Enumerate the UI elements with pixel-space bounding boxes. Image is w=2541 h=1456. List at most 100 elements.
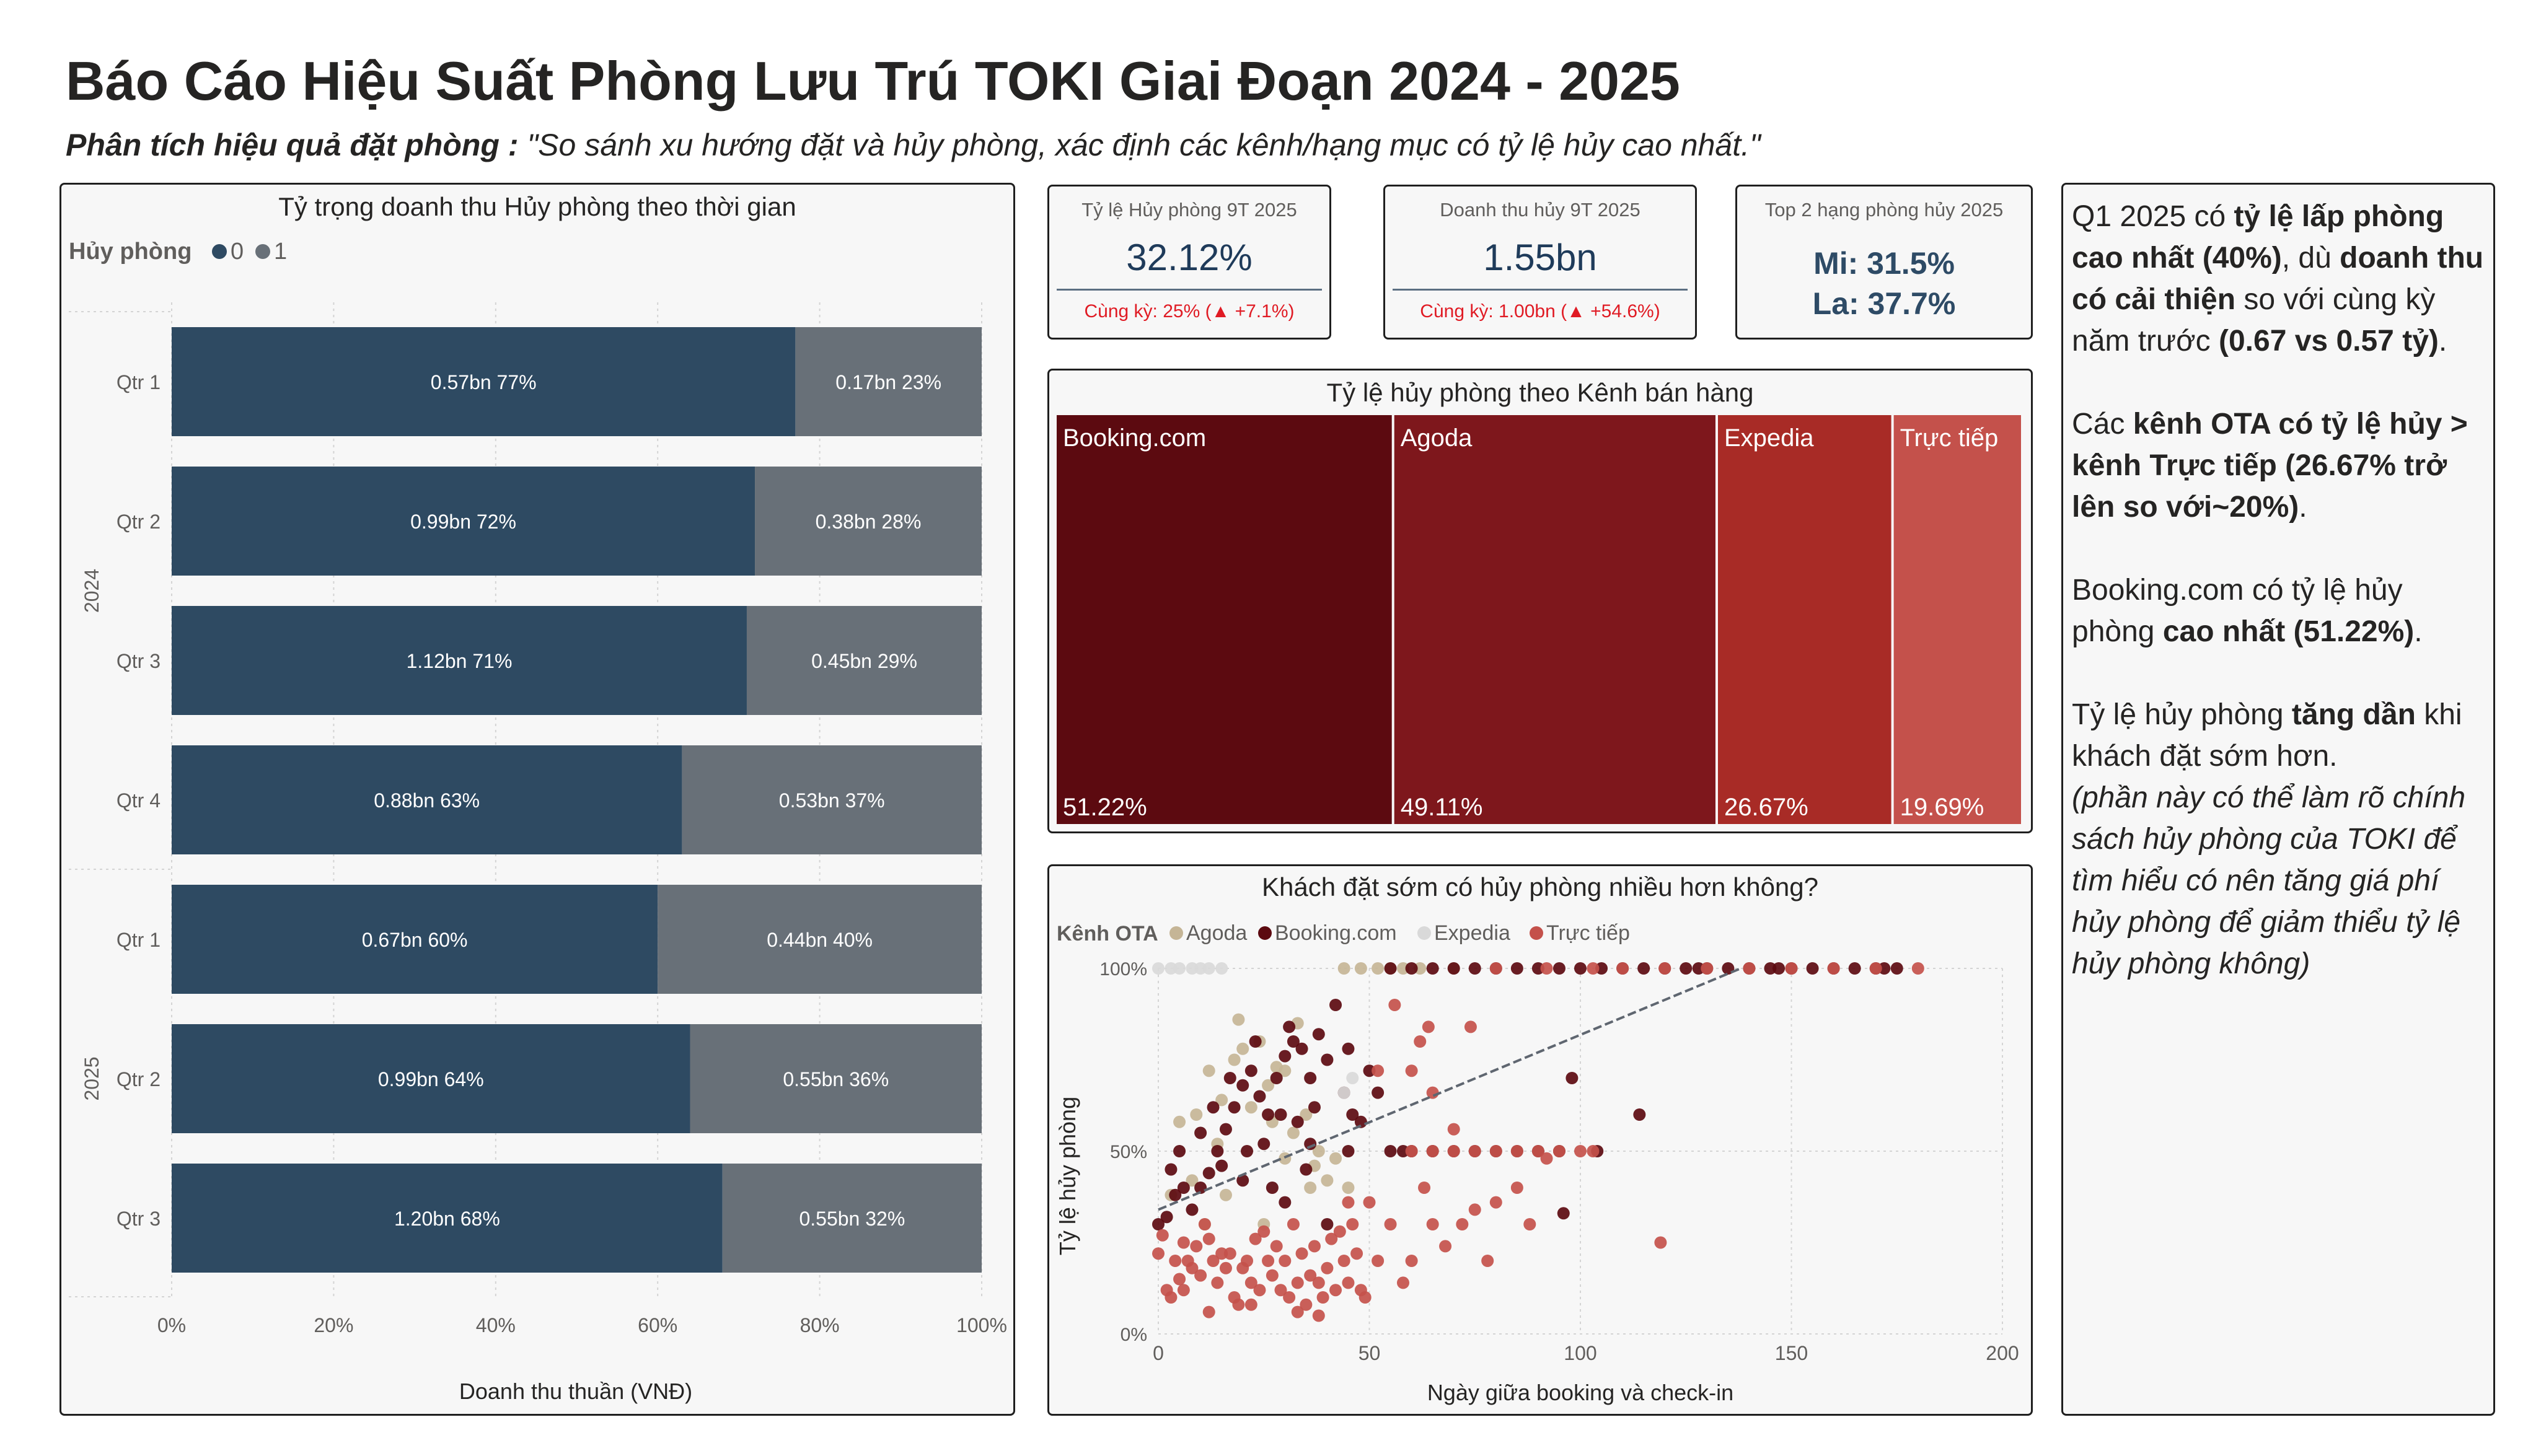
scatter-point[interactable]: [1531, 1145, 1544, 1157]
scatter-point[interactable]: [1337, 1086, 1350, 1099]
scatter-point[interactable]: [1274, 1108, 1287, 1121]
scatter-point[interactable]: [1574, 962, 1587, 975]
scatter-point[interactable]: [1384, 1145, 1397, 1157]
scatter-point[interactable]: [1228, 1101, 1241, 1114]
scatter-point[interactable]: [1680, 962, 1693, 975]
scatter-point[interactable]: [1337, 962, 1350, 975]
scatter-point[interactable]: [1207, 1101, 1220, 1114]
scatter-point[interactable]: [1405, 962, 1418, 975]
scatter-point[interactable]: [1489, 962, 1502, 975]
scatter-point[interactable]: [1211, 1276, 1224, 1289]
treemap-cell[interactable]: [1717, 415, 1891, 824]
scatter-point[interactable]: [1169, 1188, 1182, 1201]
scatter-point[interactable]: [1198, 1218, 1211, 1230]
scatter-point[interactable]: [1384, 962, 1397, 975]
revenue-cancel-panel[interactable]: Tỷ trọng doanh thu Hủy phòng theo thời g…: [59, 183, 1015, 1416]
scatter-point[interactable]: [1510, 1182, 1523, 1194]
scatter-point[interactable]: [1827, 962, 1840, 975]
scatter-point[interactable]: [1304, 1269, 1317, 1282]
bar-legend-item[interactable]: 0: [231, 239, 244, 265]
scatter-point[interactable]: [1773, 962, 1786, 975]
scatter-point[interactable]: [1160, 1211, 1173, 1224]
scatter-point[interactable]: [1211, 1145, 1224, 1157]
scatter-point[interactable]: [1219, 1261, 1232, 1274]
scatter-point[interactable]: [1202, 1167, 1215, 1180]
scatter-point[interactable]: [1422, 1020, 1435, 1033]
scatter-point[interactable]: [1274, 1284, 1287, 1297]
bar-segment[interactable]: [746, 606, 982, 715]
scatter-point[interactable]: [1426, 962, 1439, 975]
scatter-point[interactable]: [1616, 962, 1629, 975]
scatter-point[interactable]: [1283, 1020, 1296, 1033]
bar-segment[interactable]: [172, 327, 796, 436]
scatter-point[interactable]: [1228, 1053, 1241, 1066]
scatter-point[interactable]: [1312, 1309, 1325, 1322]
scatter-point[interactable]: [1456, 1218, 1469, 1230]
scatter-point[interactable]: [1587, 1145, 1600, 1157]
scatter-point[interactable]: [1321, 1053, 1334, 1066]
scatter-legend-item[interactable]: Agoda: [1186, 921, 1247, 945]
scatter-point[interactable]: [1223, 1247, 1236, 1260]
scatter-point[interactable]: [1405, 1145, 1418, 1157]
scatter-point[interactable]: [1244, 1101, 1257, 1114]
scatter-point[interactable]: [1173, 1145, 1186, 1157]
scatter-point[interactable]: [1890, 962, 1903, 975]
scatter-point[interactable]: [1540, 1152, 1553, 1165]
kpi-cancel-rate[interactable]: Tỷ lệ Hủy phòng 9T 2025 32.12% Cùng kỳ: …: [1047, 185, 1331, 340]
scatter-point[interactable]: [1194, 1182, 1207, 1194]
scatter-point[interactable]: [1447, 1145, 1460, 1157]
scatter-point[interactable]: [1291, 1276, 1304, 1289]
scatter-point[interactable]: [1152, 1247, 1165, 1260]
scatter-point[interactable]: [1202, 962, 1215, 975]
scatter-point[interactable]: [1287, 1126, 1300, 1139]
scatter-point[interactable]: [1249, 1035, 1262, 1048]
scatter-point[interactable]: [1372, 1064, 1385, 1077]
scatter-point[interactable]: [1566, 1072, 1579, 1084]
scatter-point[interactable]: [1308, 1101, 1321, 1114]
bar-legend[interactable]: Hủy phòng 0 1: [69, 239, 287, 265]
scatter-point[interactable]: [1236, 1042, 1249, 1055]
bar-segment[interactable]: [172, 606, 747, 715]
scatter-point[interactable]: [1468, 962, 1481, 975]
scatter-legend-item[interactable]: Trực tiếp: [1546, 921, 1630, 945]
scatter-point[interactable]: [1279, 1255, 1292, 1267]
scatter-point[interactable]: [1384, 1218, 1397, 1230]
scatter-point[interactable]: [1241, 1255, 1254, 1267]
scatter-point[interactable]: [1202, 1064, 1215, 1077]
scatter-point[interactable]: [1219, 1188, 1232, 1201]
scatter-point[interactable]: [1342, 1276, 1355, 1289]
bar-legend-item[interactable]: 1: [274, 239, 287, 265]
scatter-point[interactable]: [1236, 1079, 1249, 1092]
scatter-point[interactable]: [1574, 1145, 1587, 1157]
lead-time-scatter[interactable]: Khách đặt sớm có hủy phòng nhiều hơn khô…: [1049, 866, 2031, 1414]
scatter-point[interactable]: [1253, 1090, 1266, 1103]
scatter-point[interactable]: [1447, 962, 1460, 975]
scatter-point[interactable]: [1287, 1035, 1300, 1048]
scatter-point[interactable]: [1405, 1064, 1418, 1077]
scatter-point[interactable]: [1308, 1240, 1321, 1253]
scatter-point[interactable]: [1540, 962, 1553, 975]
scatter-point[interactable]: [1304, 1072, 1317, 1084]
scatter-point[interactable]: [1523, 1218, 1536, 1230]
scatter-point[interactable]: [1346, 1218, 1359, 1230]
scatter-point[interactable]: [1186, 1174, 1199, 1187]
scatter-point[interactable]: [1587, 962, 1600, 975]
treemap-cell[interactable]: [1893, 415, 2021, 824]
scatter-point[interactable]: [1232, 1013, 1245, 1026]
scatter-point[interactable]: [1291, 1305, 1304, 1318]
scatter-point[interactable]: [1447, 1123, 1460, 1136]
bar-segment[interactable]: [172, 1164, 723, 1273]
scatter-point[interactable]: [1291, 1115, 1304, 1128]
scatter-point[interactable]: [1287, 1218, 1300, 1230]
scatter-point[interactable]: [1333, 1225, 1346, 1238]
scatter-point[interactable]: [1329, 1152, 1342, 1165]
bar-segment[interactable]: [755, 467, 982, 576]
scatter-point[interactable]: [1316, 1291, 1329, 1304]
scatter-point[interactable]: [1300, 1108, 1313, 1121]
bar-segment[interactable]: [690, 1024, 982, 1133]
scatter-point[interactable]: [1405, 1255, 1418, 1267]
scatter-point[interactable]: [1439, 1240, 1452, 1253]
scatter-point[interactable]: [1169, 1255, 1182, 1267]
bar-segment[interactable]: [172, 745, 682, 854]
bar-segment[interactable]: [172, 467, 755, 576]
